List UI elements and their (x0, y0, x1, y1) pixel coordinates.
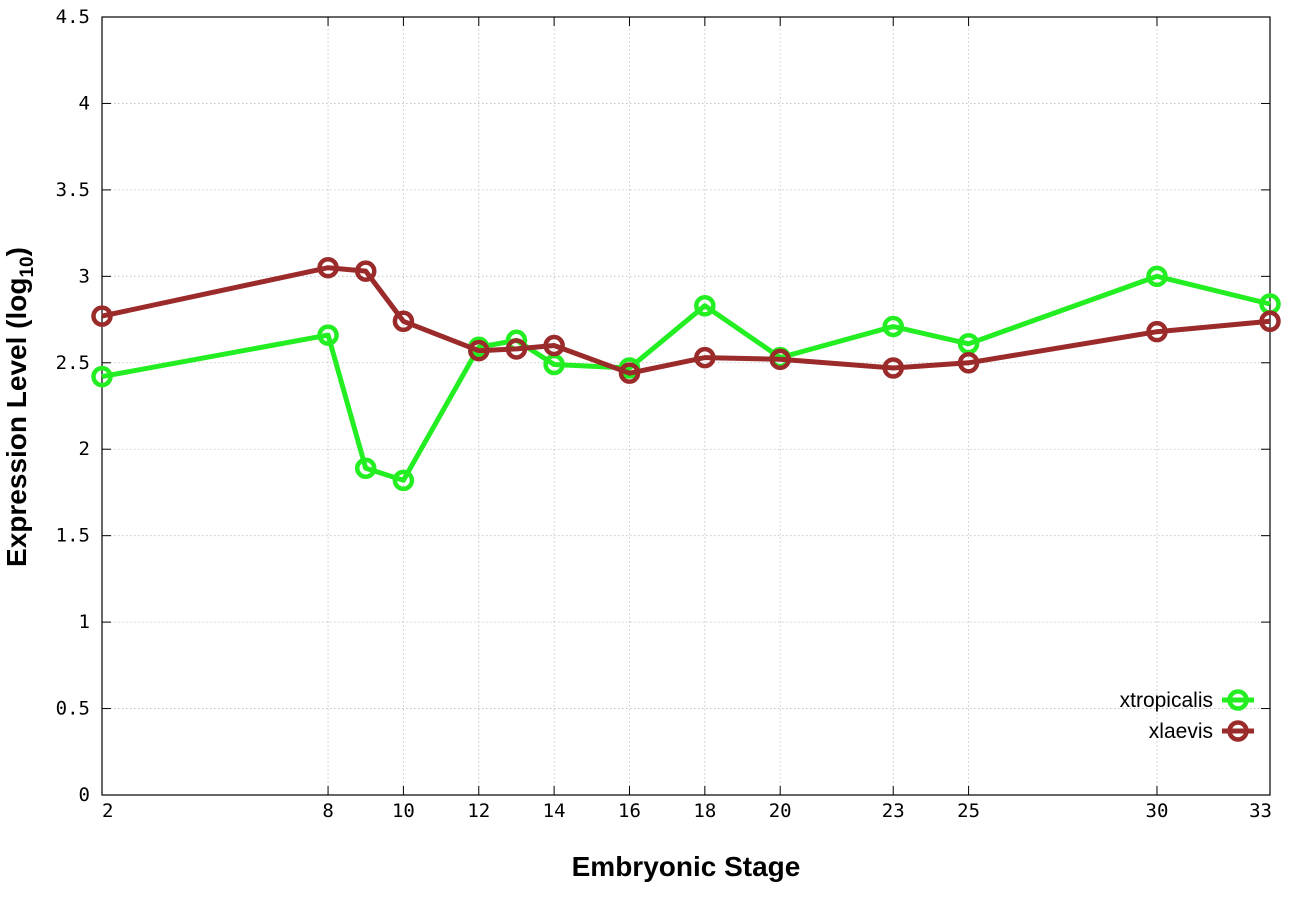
x-tick-label: 2 (102, 800, 113, 822)
data-point-xtropicalis (317, 324, 339, 346)
grid (102, 17, 1270, 795)
y-tick-label: 1.5 (56, 525, 90, 547)
data-point-xlaevis (317, 256, 339, 279)
y-tick-labels: 0 0.5 1 1.5 2 2.5 3 3.5 4 4.5 (56, 6, 90, 806)
x-tick-label: 8 (322, 800, 333, 822)
data-point-xlaevis (392, 310, 415, 333)
data-point-xlaevis (882, 357, 904, 379)
y-tick-label: 2.5 (56, 352, 90, 374)
x-tick-label: 14 (543, 800, 566, 822)
data-point-xtropicalis (354, 457, 377, 479)
data-point-xlaevis (91, 305, 113, 327)
y-tick-label: 3.5 (56, 179, 90, 201)
x-tick-label: 16 (618, 800, 641, 822)
y-tick-label: 4.5 (56, 6, 90, 28)
data-point-xtropicalis (392, 469, 415, 492)
plot-frame (101, 16, 1271, 796)
legend-marker-xlaevis (1227, 720, 1249, 742)
y-tick-label: 4 (79, 92, 90, 114)
data-point-xlaevis (354, 260, 377, 282)
x-tick-label: 20 (769, 800, 792, 822)
series-xtropicalis (91, 265, 1281, 492)
series-line-xtropicalis (101, 273, 1271, 483)
x-tick-label: 18 (693, 800, 716, 822)
x-tick-label: 30 (1146, 800, 1169, 822)
data-point-xlaevis (694, 346, 716, 369)
legend-label-xtropicalis: xtropicalis (1120, 689, 1213, 712)
data-point-xtropicalis (694, 294, 716, 317)
y-tick-label: 2 (79, 438, 90, 460)
data-point-xlaevis (618, 362, 641, 384)
data-point-xlaevis (1146, 320, 1168, 343)
y-axis-title-subscript: 10 (17, 256, 38, 277)
x-tick-label: 12 (467, 800, 490, 822)
data-point-xlaevis (505, 338, 528, 360)
ticks (101, 16, 1271, 796)
data-point-xlaevis (957, 352, 980, 374)
y-axis-title: Expression Level (log10) (1, 247, 38, 567)
series-xlaevis (91, 256, 1281, 384)
data-point-xlaevis (468, 339, 490, 362)
legend-label-xlaevis: xlaevis (1149, 720, 1213, 743)
x-tick-label: 33 (1249, 800, 1272, 822)
data-point-xlaevis (543, 334, 565, 357)
x-tick-label: 25 (957, 800, 980, 822)
series-layer (91, 256, 1281, 492)
data-point-xtropicalis (91, 365, 113, 388)
data-point-xlaevis (769, 348, 791, 371)
y-tick-label: 0.5 (56, 698, 90, 720)
y-tick-label: 0 (79, 784, 90, 806)
data-point-xlaevis (1259, 310, 1281, 333)
data-point-xtropicalis (1146, 265, 1168, 288)
x-tick-labels: 2 8 10 12 14 16 18 20 23 25 30 33 (102, 800, 1272, 822)
x-tick-label: 23 (882, 800, 905, 822)
y-axis-title-main: Expression Level (log (1, 278, 32, 567)
y-tick-label: 3 (79, 265, 90, 287)
legend: xtropicalis xlaevis (1120, 689, 1254, 743)
legend-marker-xtropicalis (1227, 689, 1249, 711)
data-point-xtropicalis (882, 315, 904, 338)
x-axis-title: Embryonic Stage (572, 851, 801, 882)
y-tick-label: 1 (79, 611, 90, 633)
y-axis-title-close: ) (1, 247, 32, 256)
x-tick-label: 10 (392, 800, 415, 822)
